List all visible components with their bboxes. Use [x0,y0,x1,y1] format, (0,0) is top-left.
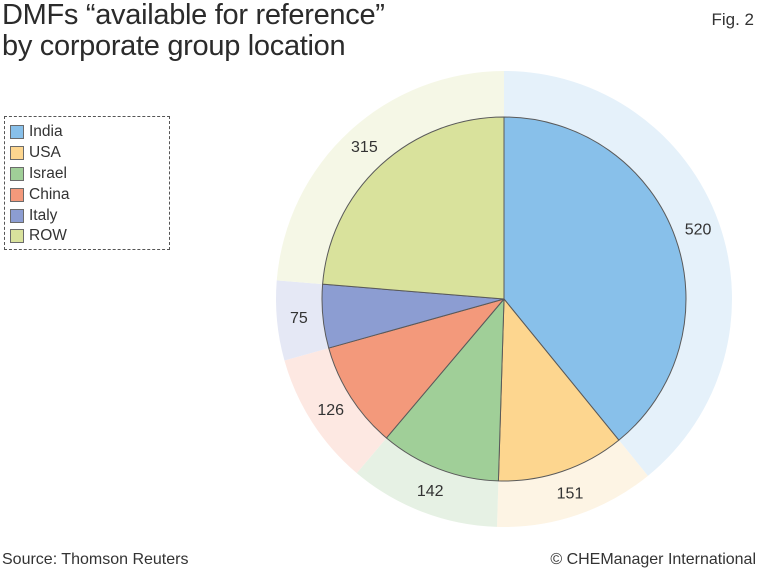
legend-label-china: China [29,185,70,203]
source-note: Source: Thomson Reuters [2,551,189,568]
data-label-usa: 151 [557,486,584,503]
ring-segment-usa [496,440,648,527]
data-label-row: 315 [351,139,378,156]
ring-segment-india [504,71,732,476]
legend-item-israel: Israel [10,164,169,185]
legend-swatch-italy [10,208,24,223]
ring-segment-row [276,71,504,285]
ring-segment-israel [356,437,499,527]
legend-swatch-india [10,125,24,140]
copyright-note: © CHEManager International [550,551,756,568]
title-line-1: DMFs “available for reference” [2,0,385,31]
figure-number: Fig. 2 [711,10,754,29]
pie-slice-india [503,116,687,441]
legend-swatch-row [10,229,24,244]
ring-segment-italy [275,280,329,361]
legend-label-israel: Israel [29,164,67,182]
legend-item-india: India [10,122,169,143]
chart-title: DMFs “available for reference” by corpor… [2,0,385,62]
pie-slice-china [328,298,505,439]
legend-swatch-usa [10,146,24,161]
legend-label-india: India [29,123,63,141]
pie-slice-israel [385,298,505,482]
legend-label-row: ROW [29,227,67,245]
legend-item-usa: USA [10,143,169,164]
data-label-india: 520 [685,221,712,238]
data-label-italy: 75 [290,310,308,327]
legend-item-italy: Italy [10,205,169,226]
chart-legend: India USA Israel China Italy ROW [4,116,170,250]
pie-slice-usa [497,298,620,482]
ring-segment-china [284,348,387,474]
legend-swatch-china [10,187,24,202]
legend-label-usa: USA [29,144,61,162]
legend-label-italy: Italy [29,206,58,224]
data-label-china: 126 [317,402,344,419]
data-label-israel: 142 [417,483,444,500]
legend-item-china: China [10,184,169,205]
legend-item-row: ROW [10,226,169,247]
title-line-2: by corporate group location [2,30,346,62]
legend-swatch-israel [10,166,24,181]
pie-slice-row [322,116,505,300]
